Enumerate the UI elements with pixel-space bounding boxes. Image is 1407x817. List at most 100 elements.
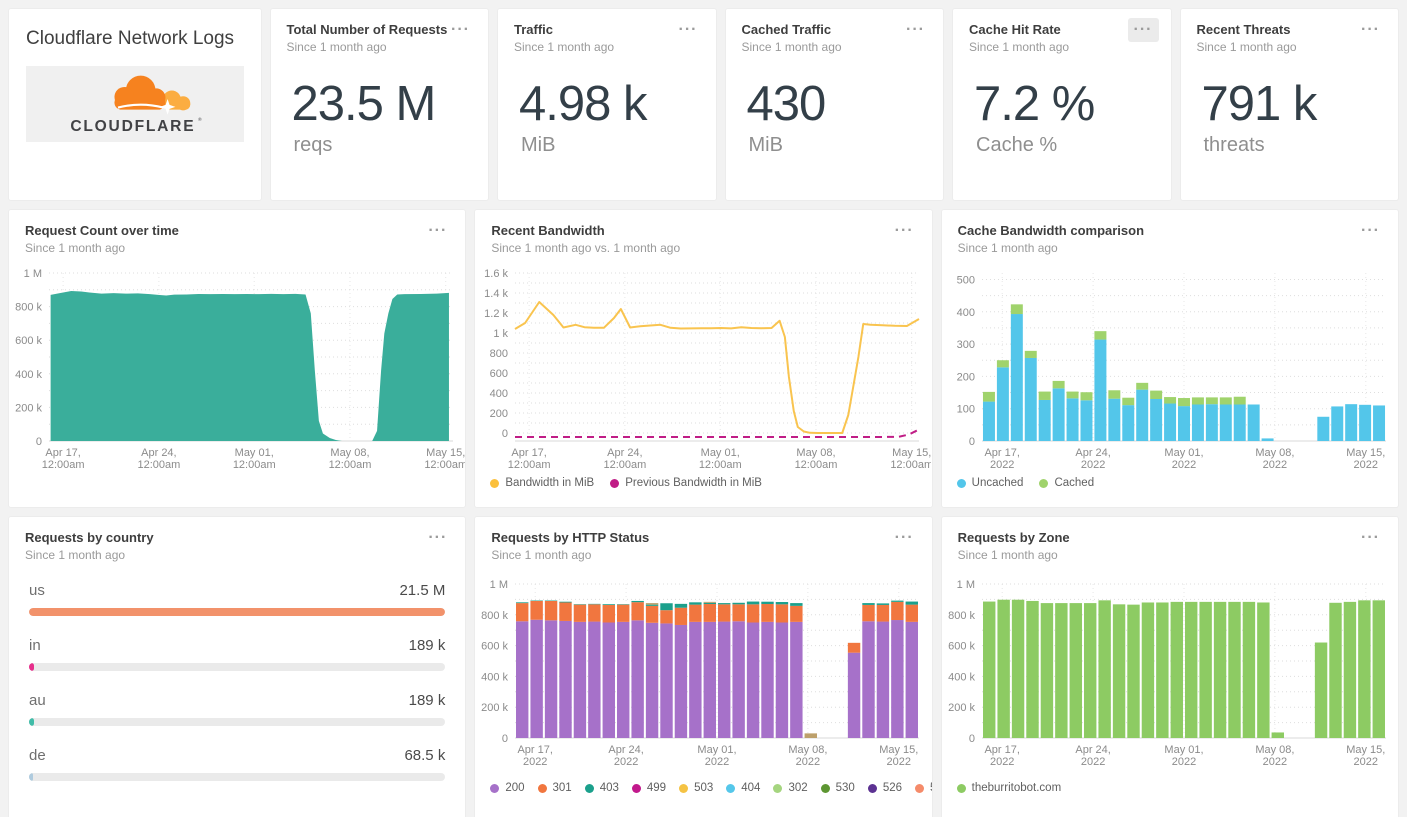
svg-text:May 08,2022: May 08, 2022 (1255, 744, 1294, 768)
svg-text:800: 800 (490, 348, 508, 360)
panel-title: Cache Hit Rate (969, 22, 1061, 37)
panel-title: Requests by country (25, 530, 154, 545)
panel-menu-button[interactable]: ··· (1361, 21, 1380, 38)
country-value: 189 k (408, 692, 446, 709)
svg-text:Apr 24,2022: Apr 24, 2022 (609, 744, 644, 768)
legend-dot-icon (915, 783, 925, 793)
stat-card-traffic: Traffic Since 1 month ago ··· 4.98 k MiB (497, 8, 717, 201)
svg-text:Apr 24,12:00am: Apr 24, 12:00am (604, 447, 647, 471)
legend-item-previous-bandwidth-in-mib[interactable]: Previous Bandwidth in MiB (610, 477, 762, 489)
svg-text:May 15,12:00am: May 15, 12:00am (424, 447, 465, 471)
panel-cache-bandwidth: Cache Bandwidth comparison Since 1 month… (940, 209, 1399, 508)
legend-dot-icon (584, 783, 594, 793)
svg-text:May 08,2022: May 08, 2022 (789, 744, 828, 768)
svg-text:200: 200 (490, 408, 508, 420)
legend-item-503[interactable]: 503 (679, 782, 713, 794)
svg-text:Apr 17,2022: Apr 17, 2022 (984, 744, 1019, 768)
panel-menu-button[interactable]: ··· (678, 21, 698, 38)
request-count-area-chart[interactable]: 1 M 800 k 600 k 400 k 200 k 0 Apr 17, 12:00am Ap… (9, 263, 465, 475)
svg-text:200 k: 200 k (481, 702, 508, 714)
legend-dot-icon (679, 783, 689, 793)
stat-value: 23.5 M (291, 77, 437, 131)
legend-dot-icon (631, 783, 641, 793)
legend-item-bandwidth-in-mib[interactable]: Bandwidth in MiB (490, 477, 594, 489)
panel-menu-button[interactable]: ··· (894, 529, 914, 546)
panel-title: Traffic (514, 22, 554, 37)
legend-item-theburritobot-com[interactable]: theburritobot.com (956, 782, 1062, 794)
stat-card-cache-hit-rate: Cache Hit Rate Since 1 month ago ··· 7.2… (952, 8, 1172, 201)
svg-text:1 M: 1 M (490, 579, 508, 591)
svg-text:1 M: 1 M (956, 579, 974, 591)
recent-bandwidth-line-chart[interactable]: 1.6 k 1.4 k 1.2 k 1 k 800 600 400 200 0 Apr 17, 12… (475, 263, 931, 475)
panel-menu-button[interactable]: ··· (451, 21, 470, 38)
panel-menu-button[interactable]: ··· (894, 222, 914, 239)
svg-text:May 08,2022: May 08, 2022 (1255, 447, 1294, 471)
panel-subtitle: Since 1 month ago (25, 241, 126, 255)
stat-card-total-requests: Total Number of Requests Since 1 month a… (269, 8, 489, 201)
panel-menu-button[interactable]: ··· (428, 529, 448, 546)
panel-recent-bandwidth: Recent Bandwidth Since 1 month ago vs. 1… (474, 209, 933, 508)
panel-menu-button[interactable]: ··· (428, 222, 448, 239)
legend-label: 302 (788, 782, 808, 794)
panel-menu-button[interactable]: ··· (1361, 529, 1380, 546)
svg-text:800 k: 800 k (481, 610, 508, 622)
svg-text:May 01,12:00am: May 01, 12:00am (699, 447, 742, 471)
country-label: de (29, 747, 46, 764)
svg-text:400 k: 400 k (948, 671, 975, 683)
stat-unit: threats (1203, 133, 1265, 156)
legend-item-200[interactable]: 200 (490, 782, 525, 794)
legend-item-526[interactable]: 526 (867, 782, 902, 794)
legend-item-530[interactable]: 530 (820, 782, 855, 794)
panel-title: Recent Bandwidth (491, 223, 605, 238)
country-row-in: in 189 k (29, 637, 446, 671)
legend-dot-icon (1039, 478, 1049, 488)
svg-text:®: ® (198, 116, 202, 123)
panel-title: Cached Traffic (741, 22, 832, 37)
country-bar-track (29, 663, 446, 671)
panel-subtitle: Since 1 month ago (491, 548, 592, 562)
legend-item-524[interactable]: 524 (915, 782, 932, 794)
stat-value: 791 k (1201, 77, 1318, 131)
legend-dot-icon (956, 783, 966, 793)
panel-menu-button[interactable]: ··· (1127, 18, 1159, 42)
country-label: us (29, 582, 45, 599)
panel-menu-button[interactable]: ··· (1361, 222, 1380, 239)
legend-item-499[interactable]: 499 (631, 782, 666, 794)
country-row-de: de 68.5 k (29, 747, 446, 781)
country-bar-fill (29, 718, 34, 726)
svg-text:1.6 k: 1.6 k (484, 268, 508, 280)
panel-title: Request Count over time (25, 223, 179, 238)
panel-subtitle: Since 1 month ago (25, 548, 126, 562)
svg-text:800 k: 800 k (948, 610, 975, 622)
zone-bar-chart[interactable]: 1 M 800 k 600 k 400 k 200 k 0 Apr 17, 2022 Apr 2… (942, 574, 1398, 772)
legend-label: 404 (741, 782, 761, 794)
svg-text:200 k: 200 k (15, 402, 42, 414)
cache-bandwidth-bar-chart[interactable]: 500 400 300 200 100 0 Apr 17, 2022 Apr 24, 2022 Ma… (942, 263, 1398, 475)
legend-item-301[interactable]: 301 (537, 782, 572, 794)
legend-label: 200 (505, 782, 525, 794)
legend-dot-icon (726, 783, 736, 793)
svg-text:0: 0 (502, 428, 508, 440)
legend-dot-icon (773, 783, 783, 793)
legend-item-403[interactable]: 403 (584, 782, 619, 794)
legend-label: 403 (599, 782, 619, 794)
panel-subtitle: Since 1 month ago (969, 40, 1070, 54)
svg-text:1 k: 1 k (494, 328, 509, 340)
country-row-au: au 189 k (29, 692, 446, 726)
legend-dot-icon (820, 783, 830, 793)
legend-label: theburritobot.com (971, 782, 1062, 794)
legend-item-cached[interactable]: Cached (1039, 477, 1094, 489)
legend-dot-icon (490, 478, 500, 488)
legend-item-404[interactable]: 404 (726, 782, 760, 794)
http-status-stacked-bar-chart[interactable]: 1 M 800 k 600 k 400 k 200 k 0 Apr 17, 2022 Apr 2… (475, 574, 931, 772)
country-value: 189 k (408, 637, 446, 654)
legend-label: 524 (930, 782, 932, 794)
cloudflare-logo: CLOUDFLARE ® (26, 65, 244, 142)
svg-text:May 15,12:00am: May 15, 12:00am (891, 447, 932, 471)
legend-item-uncached[interactable]: Uncached (956, 477, 1023, 489)
panel-subtitle: Since 1 month ago (957, 548, 1058, 562)
svg-text:Apr 24,2022: Apr 24, 2022 (1075, 447, 1110, 471)
panel-menu-button[interactable]: ··· (906, 21, 925, 38)
legend-item-302[interactable]: 302 (773, 782, 808, 794)
